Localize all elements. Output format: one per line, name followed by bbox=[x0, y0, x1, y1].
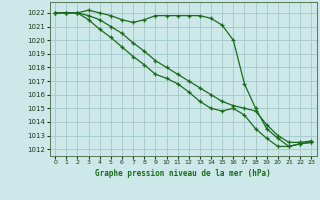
X-axis label: Graphe pression niveau de la mer (hPa): Graphe pression niveau de la mer (hPa) bbox=[95, 169, 271, 178]
